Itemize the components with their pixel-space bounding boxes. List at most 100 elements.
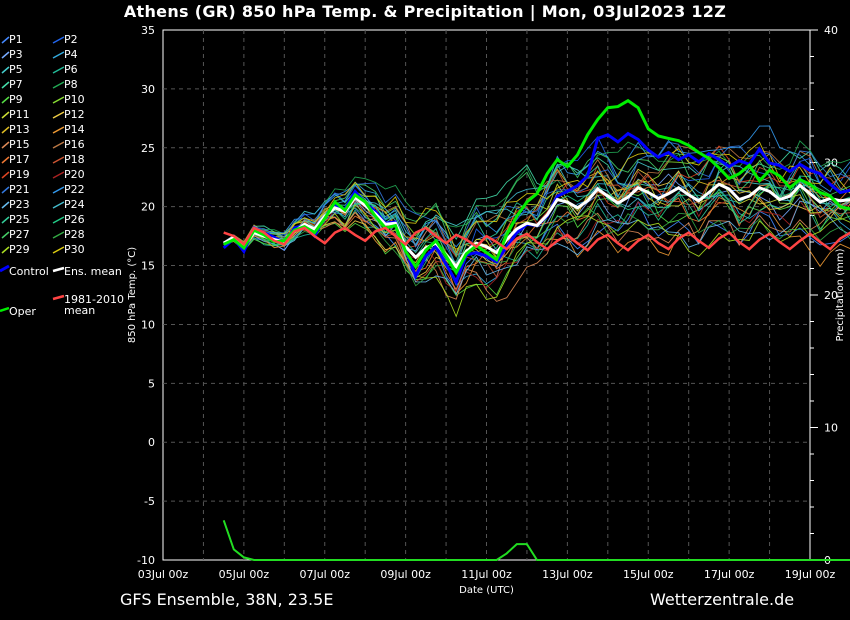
legend-swatch [1,66,10,74]
legend-label-p16: P16 [64,138,85,151]
legend-swatch [52,126,65,134]
legend-swatch [1,111,10,119]
y-tick-label: 5 [148,377,155,390]
legend-swatch [52,246,65,254]
y-tick-label: 20 [141,201,155,214]
member-line-p14 [223,197,850,295]
legend-label-clim: 1981-2010 [64,293,124,306]
legend-label-p17: P17 [9,153,30,166]
legend-label-p2: P2 [64,33,78,46]
legend-swatch [1,141,10,149]
legend-swatch [52,216,65,224]
legend-swatch [0,264,10,273]
y-tick-label: -10 [137,554,155,567]
legend-label-clim-2: mean [64,304,95,317]
legend-label-p14: P14 [64,123,85,136]
legend-swatch [52,51,65,59]
x-tick-label: 17Jul 00z [704,568,755,581]
legend-label-p21: P21 [9,183,30,196]
legend-label-p8: P8 [64,78,78,91]
legend-label-p5: P5 [9,63,23,76]
legend-label-p18: P18 [64,153,85,166]
y2-axis-label: Precipitation (mm) [835,248,846,341]
legend-label-p27: P27 [9,228,30,241]
legend-label-p4: P4 [64,48,78,61]
member-line-p20 [223,192,850,292]
legend-label-p13: P13 [9,123,30,136]
y-tick-label: 35 [141,24,155,37]
legend-label-p26: P26 [64,213,85,226]
legend-label-oper: Oper [9,305,36,318]
y-tick-label: 15 [141,260,155,273]
member-line-p29 [223,204,850,318]
legend-swatch [1,216,10,224]
legend-label-p1: P1 [9,33,23,46]
legend-swatch [1,36,10,44]
legend-label-p24: P24 [64,198,85,211]
x-tick-label: 15Jul 00z [623,568,674,581]
precipitation-line [222,519,850,561]
legend-label-p22: P22 [64,183,85,196]
legend-swatch [52,266,65,273]
legend-swatch [52,156,65,164]
x-tick-label: 19Jul 00z [785,568,836,581]
legend-swatch [1,186,10,194]
legend-swatch [1,246,10,254]
x-tick-label: 09Jul 00z [380,568,431,581]
legend-swatch [52,294,65,301]
legend-label-p15: P15 [9,138,30,151]
legend-label-p6: P6 [64,63,78,76]
legend-swatch [1,201,10,209]
legend-swatch [52,141,65,149]
legend-label-p25: P25 [9,213,30,226]
legend-label-p29: P29 [9,243,30,256]
chart-title: Athens (GR) 850 hPa Temp. & Precipitatio… [123,2,727,21]
legend-label-p7: P7 [9,78,23,91]
legend-label-p19: P19 [9,168,30,181]
legend-label-p12: P12 [64,108,85,121]
series-line-oper [223,98,850,276]
y-tick-label: 0 [148,436,155,449]
legend-swatch [1,96,10,104]
y2-tick-label: 10 [824,422,838,435]
member-line-p21 [223,141,850,257]
legend-swatch [52,36,65,44]
y-tick-label: 10 [141,318,155,331]
source-label: Wetterzentrale.de [650,590,795,609]
member-line-p22 [223,125,850,248]
member-line-p8 [223,140,850,245]
x-tick-label: 13Jul 00z [542,568,593,581]
legend-swatch [1,231,10,239]
legend-swatch [1,156,10,164]
legend-label-ens-mean: Ens. mean [64,265,122,278]
x-tick-label: 11Jul 00z [461,568,512,581]
series-line-control [222,131,850,286]
legend-label-control: Control [9,265,49,278]
legend-swatch [52,231,65,239]
legend-swatch [1,126,10,134]
series-line-1981-2010-mean [223,226,850,252]
legend-label-p3: P3 [9,48,23,61]
y-tick-label: 25 [141,142,155,155]
model-label: GFS Ensemble, 38N, 23.5E [120,590,334,609]
legend-swatch [52,171,65,179]
x-tick-label: 03Jul 00z [138,568,189,581]
legend-swatch [52,201,65,209]
y-tick-label: -5 [144,495,155,508]
x-axis-label: Date (UTC) [459,585,514,596]
x-tick-label: 05Jul 00z [219,568,270,581]
legend-label-p30: P30 [64,243,85,256]
x-tick-label: 07Jul 00z [299,568,350,581]
legend-label-p10: P10 [64,93,85,106]
y-axis-label: 850 hPa Temp. (°C) [127,247,138,343]
legend-swatch [52,66,65,74]
legend-label-p9: P9 [9,93,23,106]
legend-label-p11: P11 [9,108,30,121]
legend-swatch [52,111,65,119]
legend-swatch [52,186,65,194]
legend-label-p28: P28 [64,228,85,241]
y2-tick-label: 40 [824,24,838,37]
legend-label-p23: P23 [9,198,30,211]
legend-swatch [52,81,65,89]
